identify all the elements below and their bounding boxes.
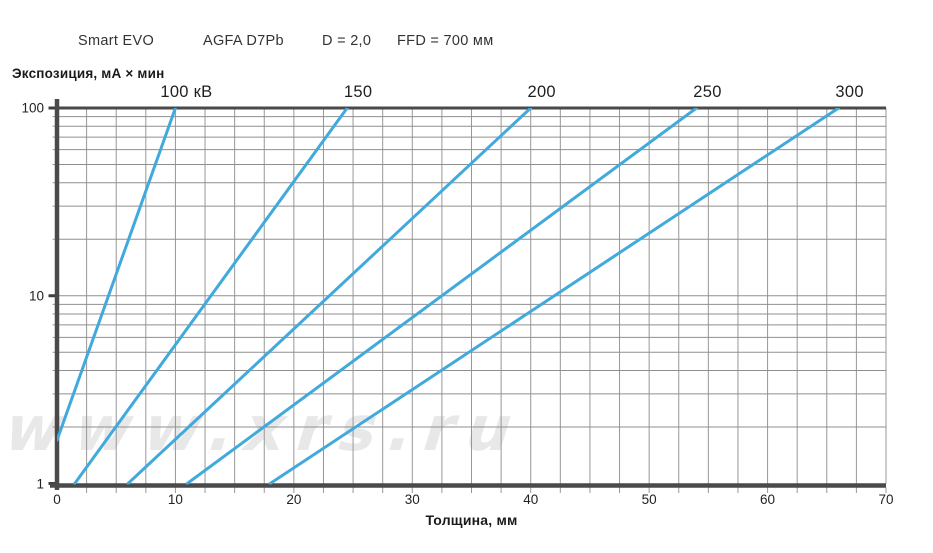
series-line-150 (73, 108, 349, 485)
series-line-300 (268, 108, 841, 485)
series-line-250 (185, 108, 699, 485)
x-tick-label: 40 (523, 492, 539, 507)
ffd-value: FFD = 700 мм (397, 33, 494, 49)
kv-label-100: 100 кВ (160, 83, 213, 101)
x-axis-title: Толщина, мм (425, 512, 518, 528)
series-line-100 (57, 108, 177, 442)
y-axis-title: Экспозиция, мА × мин (12, 66, 165, 81)
series-line-200 (126, 108, 533, 485)
kv-label-300: 300 (835, 83, 864, 101)
kv-label-150: 150 (343, 83, 373, 101)
series-lines (57, 108, 841, 485)
x-tick-label: 20 (286, 492, 302, 507)
x-tick-label: 70 (878, 492, 894, 507)
density-value: D = 2,0 (322, 33, 372, 49)
kv-label-200: 200 (527, 83, 556, 101)
x-tick-label: 10 (167, 492, 183, 507)
y-tick-label: 100 (21, 100, 44, 116)
x-tick-label: 60 (760, 492, 776, 507)
kv-label-250: 250 (693, 83, 722, 101)
film-type: AGFA D7Pb (203, 33, 284, 49)
y-tick-label: 10 (28, 288, 44, 304)
y-tick-label: 1 (36, 476, 44, 491)
x-tick-label: 0 (53, 492, 61, 507)
x-tick-label: 50 (641, 492, 657, 507)
device-name: Smart EVO (78, 33, 155, 49)
x-tick-label: 30 (404, 492, 420, 507)
